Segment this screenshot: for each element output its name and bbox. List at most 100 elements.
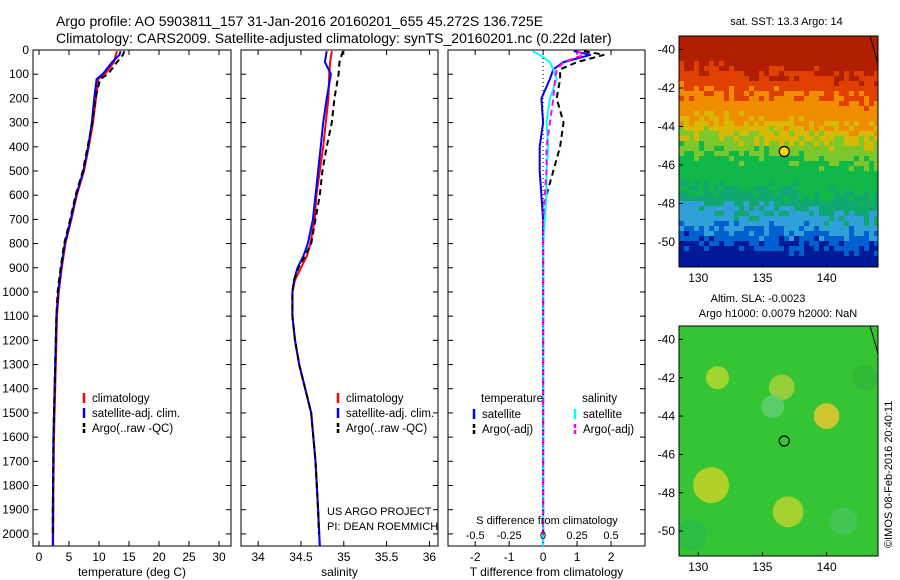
sst-cell — [789, 171, 794, 176]
sst-cell — [809, 246, 814, 251]
sst-cell — [699, 166, 704, 171]
sst-cell — [729, 206, 734, 211]
sst-cell — [804, 231, 809, 236]
sst-cell — [729, 156, 734, 161]
sst-cell — [799, 81, 804, 86]
sst-cell — [774, 236, 779, 241]
sst-cell — [704, 56, 709, 61]
sst-cell — [849, 91, 854, 96]
sst-cell — [684, 111, 689, 116]
sst-cell — [804, 91, 809, 96]
sst-cell — [684, 46, 689, 51]
sst-cell — [854, 246, 859, 251]
sst-cell — [814, 241, 819, 246]
temperature-ytick-label: 1900 — [2, 503, 29, 517]
sst-cell — [874, 116, 878, 121]
sst-cell — [729, 116, 734, 121]
sst-cell — [689, 226, 694, 231]
sst-cell — [844, 131, 849, 136]
sst-cell — [789, 81, 794, 86]
sst-cell — [679, 51, 684, 56]
sst-cell — [684, 236, 689, 241]
sst-cell — [699, 221, 704, 226]
sst-cell — [759, 111, 764, 116]
sst-cell — [864, 61, 869, 66]
sst-cell — [754, 211, 759, 216]
sst-cell — [869, 111, 874, 116]
temperature-ytick-label: 1200 — [2, 333, 29, 347]
sst-cell — [774, 136, 779, 141]
sst-cell — [829, 116, 834, 121]
sst-cell — [784, 256, 789, 261]
sst-cell — [774, 91, 779, 96]
sst-cell — [724, 216, 729, 221]
sst-cell — [779, 211, 784, 216]
diff-salinity-legend-label: Argo(-adj) — [583, 424, 634, 436]
sst-cell — [679, 256, 684, 261]
sst-cell — [784, 246, 789, 251]
sst-cell — [819, 66, 824, 71]
sst-cell — [794, 186, 799, 191]
sst-cell — [869, 51, 874, 56]
sst-cell — [694, 191, 699, 196]
sst-cell — [834, 56, 839, 61]
sst-cell — [844, 211, 849, 216]
sst-cell — [839, 216, 844, 221]
sla-map-title-2: Argo h1000: 0.0079 h2000: NaN — [699, 308, 857, 320]
sst-cell — [799, 241, 804, 246]
sst-cell — [724, 81, 729, 86]
sst-cell — [679, 96, 684, 101]
sst-cell — [704, 226, 709, 231]
sst-cell — [689, 151, 694, 156]
sst-cell — [724, 71, 729, 76]
salinity-legend-label: climatology — [346, 393, 404, 405]
sst-cell — [679, 246, 684, 251]
sst-cell — [799, 131, 804, 136]
sst-cell — [704, 166, 709, 171]
sst-cell — [684, 76, 689, 81]
sst-cell — [874, 101, 878, 106]
sst-cell — [724, 181, 729, 186]
sst-cell — [754, 261, 759, 266]
sst-cell — [679, 196, 684, 201]
sst-cell — [699, 251, 704, 256]
sst_map-xtick-label: 135 — [752, 271, 772, 285]
sst-cell — [859, 161, 864, 166]
sst-cell — [849, 181, 854, 186]
sst-cell — [744, 206, 749, 211]
sst-cell — [694, 156, 699, 161]
sst-cell — [874, 256, 878, 261]
sst-cell — [834, 201, 839, 206]
sst-cell — [839, 236, 844, 241]
sst-cell — [794, 51, 799, 56]
sst-cell — [859, 101, 864, 106]
sst-cell — [724, 66, 729, 71]
sst-cell — [809, 176, 814, 181]
sst-cell — [784, 191, 789, 196]
sst-cell — [819, 231, 824, 236]
sst-cell — [699, 66, 704, 71]
difference-series-3 — [542, 50, 587, 534]
sst-cell — [829, 111, 834, 116]
sst-cell — [709, 131, 714, 136]
sst-cell — [694, 226, 699, 231]
sst-cell — [679, 261, 684, 266]
sst-cell — [839, 46, 844, 51]
sst-cell — [804, 121, 809, 126]
sst-cell — [819, 36, 824, 41]
sst-cell — [864, 51, 869, 56]
sst-cell — [859, 216, 864, 221]
sst-cell — [874, 121, 878, 126]
sst-cell — [684, 231, 689, 236]
sst-cell — [839, 226, 844, 231]
sst-cell — [824, 126, 829, 131]
sst-cell — [719, 201, 724, 206]
sst-cell — [869, 126, 874, 131]
sst-cell — [699, 81, 704, 86]
sst-cell — [809, 201, 814, 206]
temperature-ytick-label: 1600 — [2, 430, 29, 444]
sst-cell — [709, 116, 714, 121]
sst-cell — [864, 131, 869, 136]
sst-cell — [789, 91, 794, 96]
sst-cell — [809, 166, 814, 171]
